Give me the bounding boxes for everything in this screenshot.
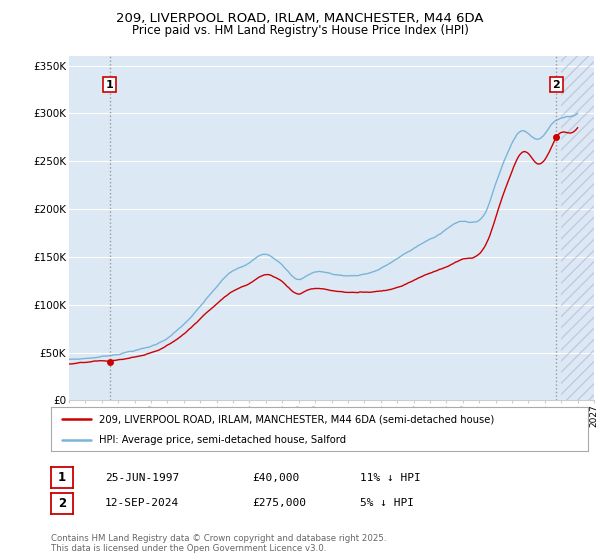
Text: 1: 1 <box>58 471 66 484</box>
Bar <box>561 56 594 400</box>
Text: 12-SEP-2024: 12-SEP-2024 <box>105 498 179 508</box>
Text: 209, LIVERPOOL ROAD, IRLAM, MANCHESTER, M44 6DA: 209, LIVERPOOL ROAD, IRLAM, MANCHESTER, … <box>116 12 484 25</box>
Text: 2: 2 <box>553 80 560 90</box>
Text: 1: 1 <box>106 80 113 90</box>
Text: Price paid vs. HM Land Registry's House Price Index (HPI): Price paid vs. HM Land Registry's House … <box>131 24 469 36</box>
Text: £275,000: £275,000 <box>252 498 306 508</box>
Text: 25-JUN-1997: 25-JUN-1997 <box>105 473 179 483</box>
Text: £40,000: £40,000 <box>252 473 299 483</box>
Text: 209, LIVERPOOL ROAD, IRLAM, MANCHESTER, M44 6DA (semi-detached house): 209, LIVERPOOL ROAD, IRLAM, MANCHESTER, … <box>100 414 494 424</box>
Text: 5% ↓ HPI: 5% ↓ HPI <box>360 498 414 508</box>
Text: 2: 2 <box>58 497 66 510</box>
Text: 11% ↓ HPI: 11% ↓ HPI <box>360 473 421 483</box>
Text: Contains HM Land Registry data © Crown copyright and database right 2025.
This d: Contains HM Land Registry data © Crown c… <box>51 534 386 553</box>
Text: HPI: Average price, semi-detached house, Salford: HPI: Average price, semi-detached house,… <box>100 435 346 445</box>
